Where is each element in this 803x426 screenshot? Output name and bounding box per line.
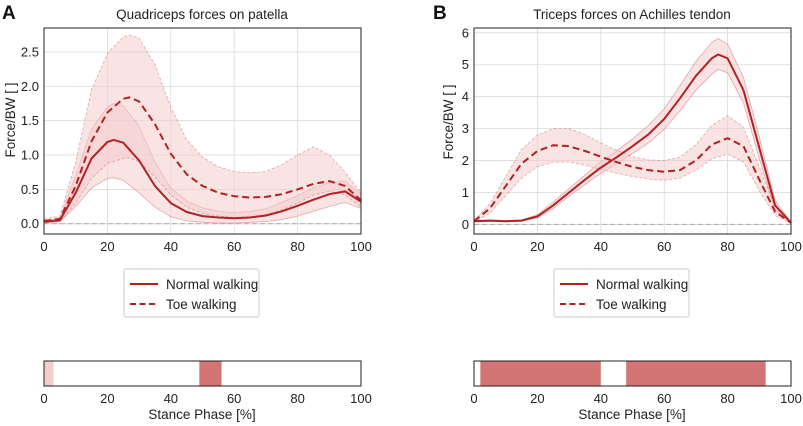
panel-a-xtick-label: 100 <box>350 239 372 254</box>
panel-b-sig-xtick-label: 100 <box>780 391 802 406</box>
panel-b-bands <box>473 38 792 225</box>
panel-b-sig-xtick-label: 40 <box>594 391 608 406</box>
panel-b-line-toe <box>473 137 792 224</box>
panel-b-sig-interval-1 <box>626 361 766 386</box>
panel-letter-b: B <box>433 3 447 24</box>
panel-b-ytick-label: 0 <box>462 217 469 232</box>
panel-b-band-toe <box>473 115 792 225</box>
panel-a-yticks: 0.0 0.5 1.0 1.5 2.0 2.5 <box>21 45 39 232</box>
panel-b-ylabel: Force/BW [ ] <box>441 84 456 159</box>
panel-a-ylabel: Force/BW [ ] <box>3 82 18 157</box>
panel-b-ytick-label: 6 <box>462 25 469 40</box>
panel-a-ytick-label: 0.0 <box>21 216 39 231</box>
panel-b-ytick-label: 3 <box>462 121 469 136</box>
panel-a-line-toe <box>43 96 362 222</box>
panel-letter-a: A <box>2 3 16 24</box>
panel-b-line-chart: B Triceps forces on Achilles tendon Forc… <box>433 3 802 254</box>
panel-b-ytick-label: 2 <box>462 153 469 168</box>
panel-b-ytick-label: 1 <box>462 185 469 200</box>
panel-a-legend-toe: Toe walking <box>166 297 237 312</box>
panel-a-ytick-label: 0.5 <box>21 182 39 197</box>
panel-b-xticks: 0 20 40 60 80 100 <box>470 239 801 254</box>
panel-a-sig-xticks: 0 20 40 60 80 100 <box>40 391 371 406</box>
panel-a-legend-box <box>123 268 260 318</box>
panel-b-xtick-label: 100 <box>780 239 802 254</box>
panel-b-sig-interval-0 <box>480 361 601 386</box>
panel-b-legend-normal: Normal walking <box>596 277 688 292</box>
panel-b-sig-xtick-label: 20 <box>530 391 544 406</box>
panel-a-xtick-label: 20 <box>100 239 114 254</box>
panel-a-line-chart: A Quadriceps forces on patella Force/BW … <box>2 3 372 254</box>
panel-b-yticks: 0 1 2 3 4 5 6 <box>462 25 469 232</box>
panel-b-sig-frame <box>473 360 792 387</box>
panel-b-xtick-label: 40 <box>594 239 608 254</box>
panel-b-sig-xtick-label: 0 <box>470 391 477 406</box>
panel-a-sig-xtick-label: 0 <box>40 391 47 406</box>
panel-b-sig-xlabel: Stance Phase [%] <box>578 407 685 422</box>
panel-b-title: Triceps forces on Achilles tendon <box>533 7 731 22</box>
panel-a-xtick-label: 80 <box>290 239 304 254</box>
panel-a-sig-xtick-label: 100 <box>350 391 372 406</box>
panel-a-title: Quadriceps forces on patella <box>116 7 288 22</box>
panel-a-xtick-label: 0 <box>40 239 47 254</box>
panel-b-legend: Normal walking Toe walking <box>553 268 690 318</box>
panel-a-legend: Normal walking Toe walking <box>123 268 260 318</box>
panel-a-sig-intervals <box>44 361 222 386</box>
panel-b-legend-box <box>553 268 690 318</box>
panel-b-xtick-label: 20 <box>530 239 544 254</box>
panel-a-ytick-label: 1.5 <box>21 113 39 128</box>
panel-b-xtick-label: 0 <box>470 239 477 254</box>
panel-b-xtick-label: 60 <box>657 239 671 254</box>
panel-a-ytick-label: 2.0 <box>21 79 39 94</box>
panel-b-frame <box>473 27 792 235</box>
panel-b-sig-intervals <box>480 361 766 386</box>
panel-b-ytick-label: 5 <box>462 57 469 72</box>
panel-a-sig-xtick-label: 20 <box>100 391 114 406</box>
panel-a-ytick-label: 1.0 <box>21 148 39 163</box>
panel-b-ytick-label: 4 <box>462 89 469 104</box>
panel-b-legend-toe: Toe walking <box>596 297 667 312</box>
panel-a-bands <box>43 34 362 224</box>
panel-b-xtick-label: 80 <box>720 239 734 254</box>
panel-a-legend-normal: Normal walking <box>166 277 258 292</box>
panel-a-band-toe <box>43 34 362 224</box>
panel-a-significance-bar: 0 20 40 60 80 100 Stance Phase [%] <box>40 360 372 422</box>
panel-a-sig-xtick-label: 60 <box>227 391 241 406</box>
panel-b-sig-xticks: 0 20 40 60 80 100 <box>470 391 801 406</box>
panel-b-lines <box>473 53 792 224</box>
panel-a-ytick-label: 2.5 <box>21 45 39 60</box>
panel-b-sig-xtick-label: 80 <box>720 391 734 406</box>
panel-b-sig-xtick-label: 60 <box>657 391 671 406</box>
panel-a-frame <box>43 27 362 235</box>
panel-a-xtick-label: 60 <box>227 239 241 254</box>
panel-a-lines <box>43 96 362 223</box>
panel-a-line-normal <box>43 138 362 223</box>
panel-a-sig-frame <box>43 360 362 387</box>
panel-b-line-normal <box>473 53 792 224</box>
panel-a-sig-xtick-label: 40 <box>164 391 178 406</box>
panel-a-xticks: 0 20 40 60 80 100 <box>40 239 371 254</box>
panel-b-significance-bar: 0 20 40 60 80 100 Stance Phase [%] <box>470 360 802 422</box>
panel-a-sig-interval-0 <box>44 361 54 386</box>
panel-a-sig-interval-1 <box>199 361 222 386</box>
panel-a-sig-xtick-label: 80 <box>290 391 304 406</box>
panel-a-xtick-label: 40 <box>164 239 178 254</box>
panel-a-sig-xlabel: Stance Phase [%] <box>148 407 255 422</box>
